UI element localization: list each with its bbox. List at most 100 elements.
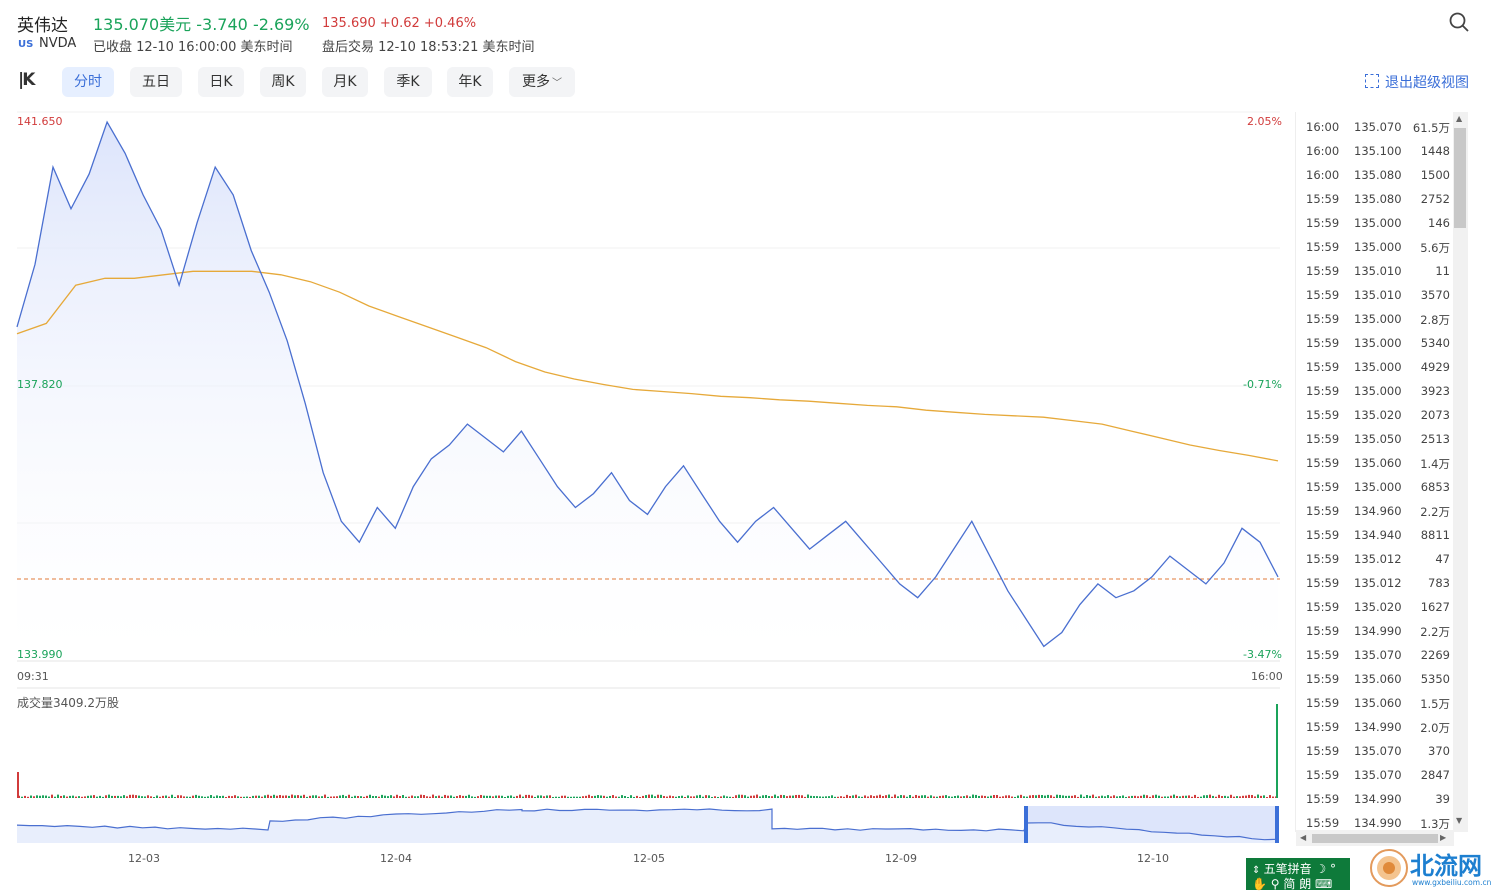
ext-price-block: 135.690 +0.62 +0.46% xyxy=(322,16,476,31)
tick-time: 15:59 xyxy=(1306,744,1340,758)
volume-bar xyxy=(783,795,785,798)
volume-bar xyxy=(291,794,293,798)
tick-price: 135.060 xyxy=(1354,456,1402,470)
volume-bar xyxy=(1233,796,1235,798)
volume-bar xyxy=(399,796,401,798)
volume-bar xyxy=(705,795,707,798)
volume-bar xyxy=(525,794,527,798)
volume-bar xyxy=(906,796,908,798)
volume-bar xyxy=(390,795,392,798)
volume-bar xyxy=(471,796,473,798)
volume-bar xyxy=(1053,796,1055,798)
volume-bar xyxy=(147,795,149,798)
volume-bar xyxy=(201,796,203,798)
volume-bar xyxy=(558,796,560,798)
volume-bar xyxy=(1254,796,1256,798)
volume-bar xyxy=(444,794,446,798)
volume-bar xyxy=(1101,795,1103,798)
volume-bar xyxy=(63,795,65,798)
tab-intraday[interactable]: 分时 xyxy=(62,67,114,97)
volume-bars xyxy=(17,704,1278,798)
tab-five-day[interactable]: 五日 xyxy=(130,67,182,97)
volume-bar xyxy=(150,796,152,798)
volume-bar xyxy=(54,796,56,798)
volume-bar xyxy=(351,796,353,798)
volume-bar xyxy=(1251,794,1253,798)
sidebar-toggle-icon[interactable]: |K xyxy=(18,70,35,90)
volume-bar xyxy=(288,795,290,798)
volume-bar xyxy=(594,795,596,798)
volume-bar xyxy=(453,796,455,798)
volume-bar xyxy=(426,796,428,798)
tab-yearly-k[interactable]: 年K xyxy=(447,67,493,97)
scroll-left-icon[interactable]: ◀ xyxy=(1300,833,1307,842)
volume-bar xyxy=(504,796,506,798)
volume-bar xyxy=(816,796,818,798)
volume-bar xyxy=(759,796,761,798)
volume-bar xyxy=(591,796,593,798)
volume-bar xyxy=(642,795,644,798)
volume-bar xyxy=(411,795,413,798)
tick-scroll-thumb[interactable] xyxy=(1454,128,1466,228)
watermark-text: 北流网 xyxy=(1410,852,1482,880)
volume-bar xyxy=(1095,796,1097,798)
tick-price: 135.012 xyxy=(1354,552,1402,566)
volume-bar xyxy=(492,796,494,798)
tick-price: 135.060 xyxy=(1354,672,1402,686)
volume-bar xyxy=(714,796,716,798)
scroll-down-icon[interactable]: ▼ xyxy=(1456,816,1463,825)
tick-vol: 146 xyxy=(1428,216,1450,230)
exit-super-view-label: 退出超级视图 xyxy=(1385,75,1469,91)
exit-super-view-button[interactable]: 退出超级视图 xyxy=(1365,72,1469,92)
tick-row: 15:59 134.960 2.2万 xyxy=(1296,498,1454,522)
tick-scrollbar[interactable] xyxy=(1453,112,1468,832)
navigator-left-handle[interactable] xyxy=(1024,806,1028,843)
tick-vol: 3570 xyxy=(1420,288,1450,302)
volume-bar xyxy=(111,795,113,798)
volume-bar xyxy=(957,795,959,798)
scroll-up-icon[interactable]: ▲ xyxy=(1456,114,1463,123)
y-mid-label: 137.820 xyxy=(17,378,63,391)
volume-bar xyxy=(885,795,887,798)
volume-bar xyxy=(543,796,545,798)
volume-bar xyxy=(17,772,19,798)
volume-bar xyxy=(648,794,650,798)
volume-bar xyxy=(255,795,257,798)
volume-bar xyxy=(1149,796,1151,798)
volume-bar xyxy=(330,796,332,798)
scroll-right-icon[interactable]: ▶ xyxy=(1440,833,1447,842)
volume-bar xyxy=(1194,794,1196,798)
ime-toolbar[interactable]: ⇕ 五笔拼音 ☽ ° ✋ ⚲ 简 朗 ⌨ xyxy=(1246,858,1350,891)
volume-bar xyxy=(354,795,356,798)
tick-list[interactable]: 16:00 135.070 61.5万 16:00 135.100 1448 16:00 13… xyxy=(1296,112,1454,832)
tab-weekly-k[interactable]: 周K xyxy=(260,67,306,97)
tick-row: 15:59 135.060 5350 xyxy=(1296,666,1454,690)
tab-quarterly-k[interactable]: 季K xyxy=(384,67,432,97)
volume-bar xyxy=(732,796,734,798)
volume-bar xyxy=(315,795,317,798)
volume-bar xyxy=(741,794,743,798)
pct-mid-label: -0.71% xyxy=(1243,378,1282,391)
divider xyxy=(1295,112,1296,832)
volume-bar xyxy=(1170,795,1172,798)
volume-bar xyxy=(894,794,896,798)
tab-monthly-k[interactable]: 月K xyxy=(322,67,368,97)
volume-bar xyxy=(42,795,44,798)
volume-bar xyxy=(327,796,329,798)
tick-hscroll-thumb[interactable] xyxy=(1312,834,1438,843)
volume-bar xyxy=(234,795,236,798)
volume-bar xyxy=(1026,796,1028,798)
tick-vol: 2.2万 xyxy=(1420,505,1450,519)
volume-bar xyxy=(162,795,164,798)
search-icon[interactable] xyxy=(1448,11,1470,33)
volume-bar xyxy=(795,794,797,798)
tick-vol: 3923 xyxy=(1420,384,1450,398)
tab-daily-k[interactable]: 日K xyxy=(198,67,244,97)
volume-bar xyxy=(600,795,602,798)
volume-bar xyxy=(69,795,71,798)
tab-more[interactable]: 更多 ﹀ xyxy=(509,67,575,97)
navigator-right-handle[interactable] xyxy=(1275,806,1279,843)
volume-bar xyxy=(57,794,59,798)
volume-bar xyxy=(369,794,371,798)
volume-bar xyxy=(1104,796,1106,798)
